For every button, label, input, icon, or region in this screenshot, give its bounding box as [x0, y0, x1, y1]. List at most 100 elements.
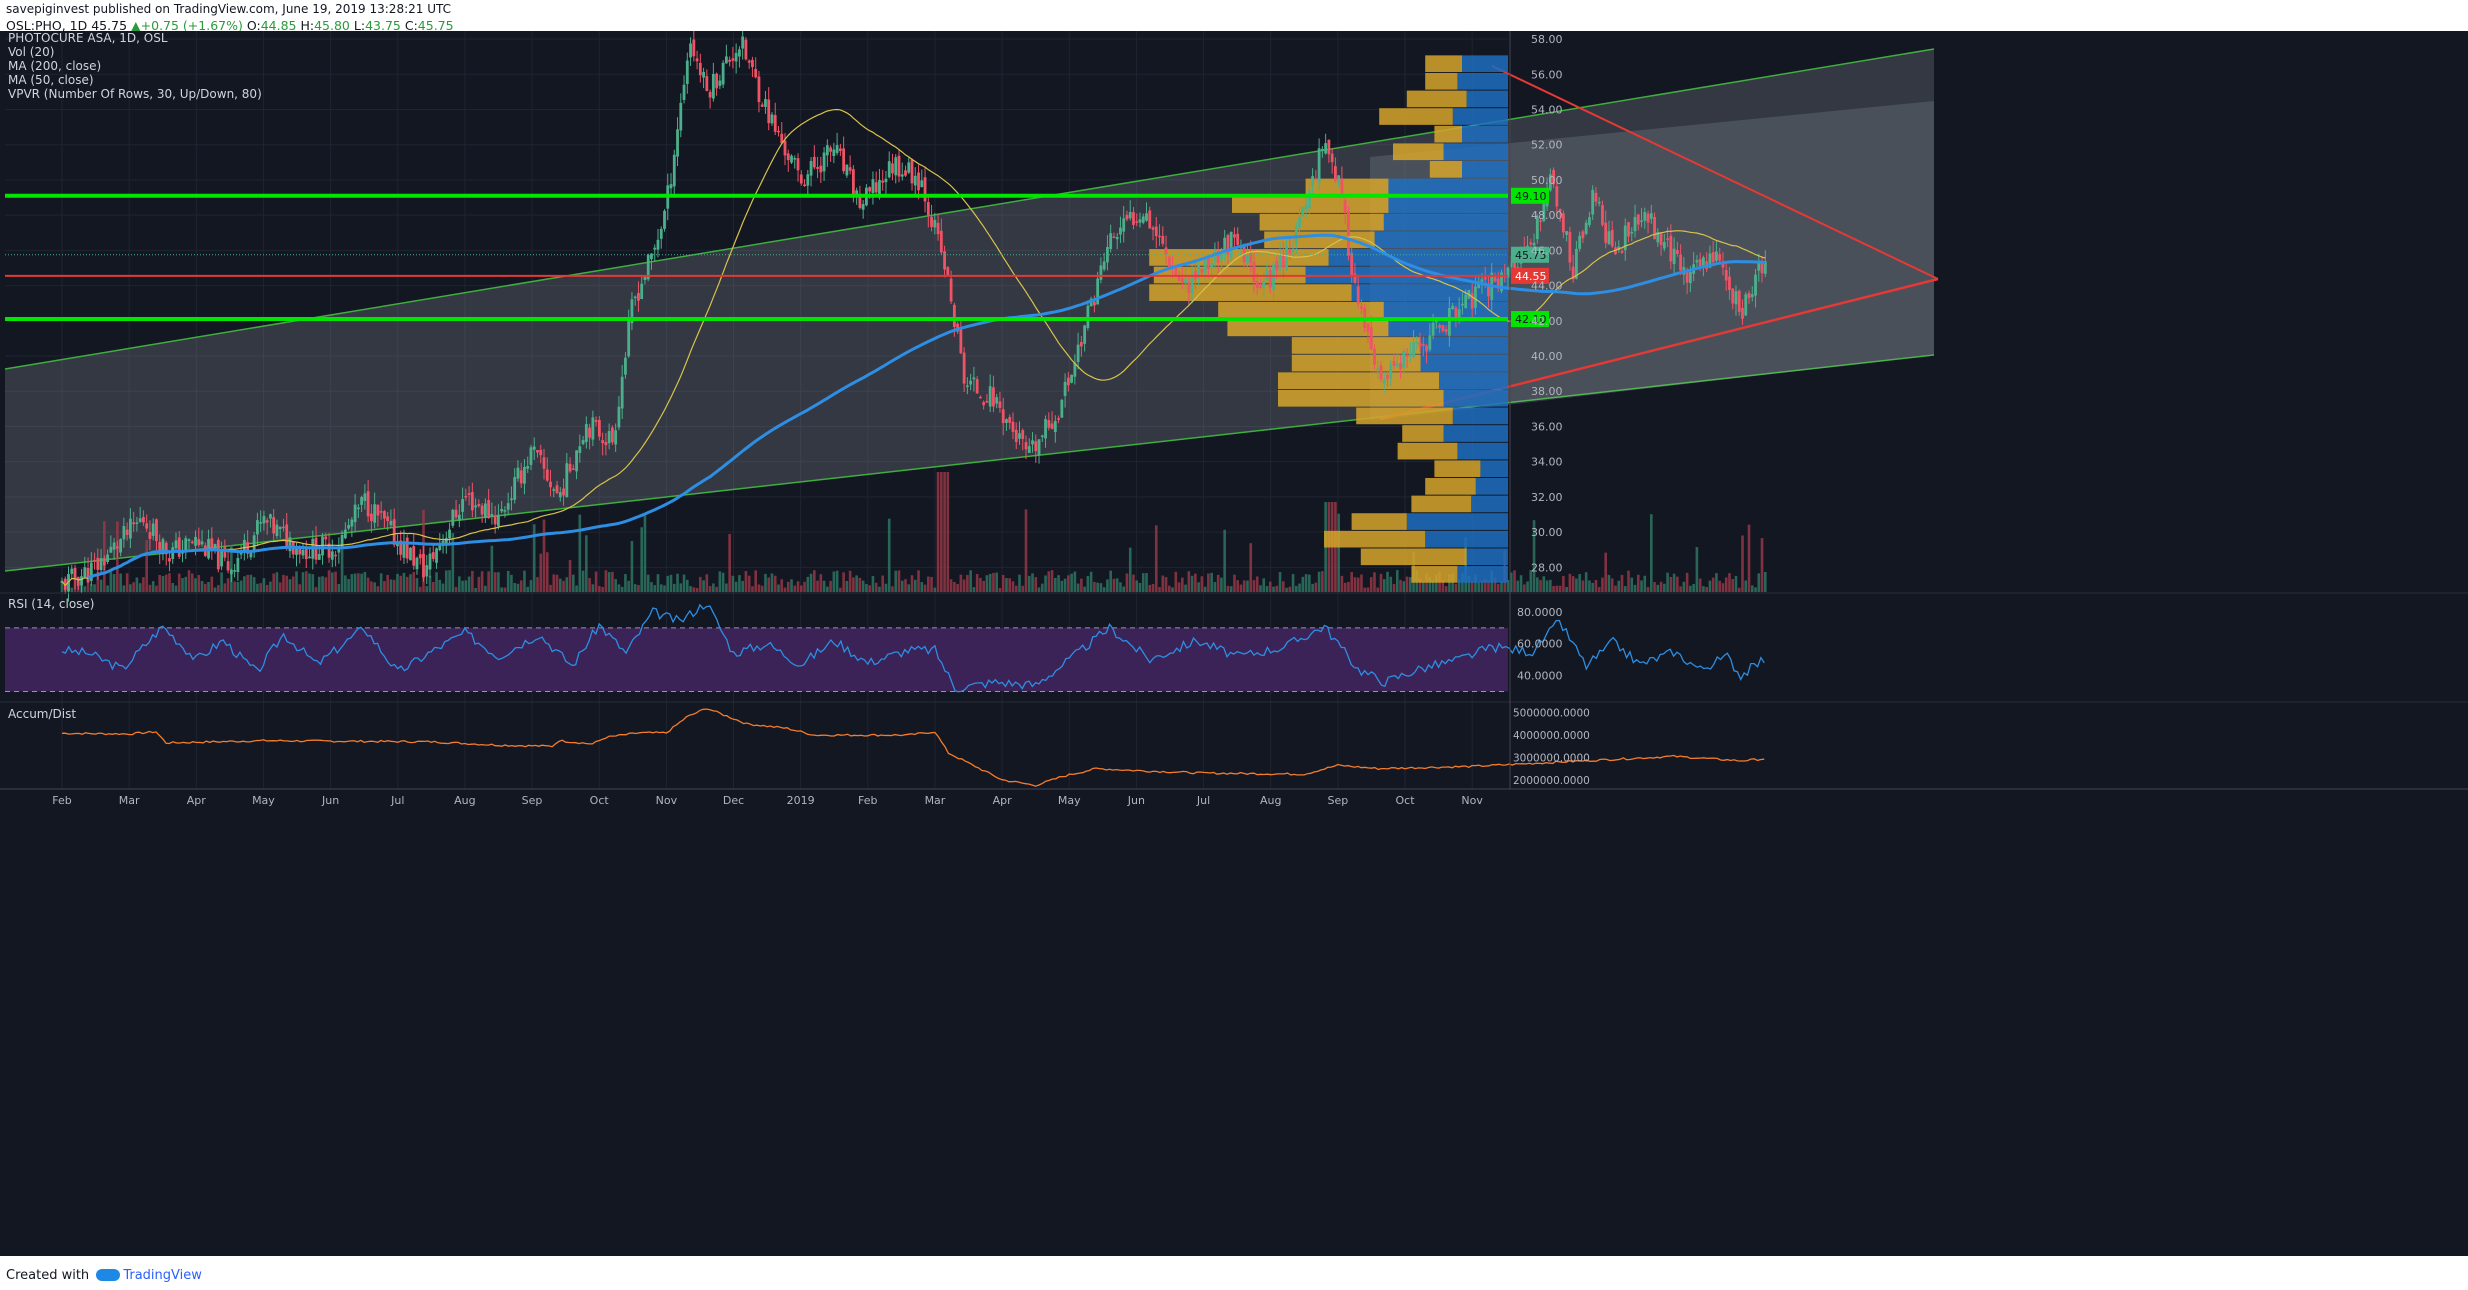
candle-body: [656, 239, 660, 250]
candle-body: [1666, 238, 1669, 240]
volume-bar: [1132, 574, 1135, 592]
candle-body: [1558, 208, 1562, 212]
candle-body: [1636, 214, 1640, 225]
volume-bar: [1584, 572, 1588, 592]
volume-bar: [428, 575, 432, 592]
candle-body: [1014, 429, 1018, 442]
horizontal-levels: 49.10 44.55 42.10 45.75: [5, 187, 1549, 328]
volume-bar: [542, 519, 546, 592]
volume-bar: [1689, 585, 1692, 592]
candle-body: [1350, 252, 1354, 276]
volume-bar: [578, 514, 582, 592]
candle-body: [1128, 212, 1132, 219]
candle-body: [1021, 430, 1025, 439]
candle-body: [347, 525, 350, 529]
volume-bar: [842, 572, 845, 592]
volume-bar: [119, 573, 122, 592]
candle-body: [878, 180, 881, 196]
volume-bar: [1363, 587, 1367, 592]
volume-bar: [1718, 580, 1721, 592]
candle-body: [1106, 247, 1109, 263]
vpvr-down-bar: [1259, 213, 1384, 231]
candle-body: [793, 158, 797, 160]
volume-bar: [1721, 583, 1725, 592]
candle-body: [1366, 323, 1370, 332]
change-value: +0.75 (+1.67%): [140, 18, 243, 33]
volume-bar: [1184, 584, 1187, 592]
volume-bar: [1604, 552, 1608, 592]
candle-body: [125, 529, 129, 535]
candle-body: [571, 468, 575, 470]
volume-bar: [1181, 577, 1184, 592]
candle-body: [86, 568, 90, 583]
candle-body: [330, 551, 334, 560]
tradingview-link[interactable]: TradingView: [123, 1268, 202, 1283]
volume-bar: [311, 574, 315, 592]
channel-upper-line: [4, 48, 1935, 370]
candle-body: [73, 567, 77, 580]
candle-body: [1688, 271, 1692, 284]
volume-bar: [386, 574, 389, 592]
volume-bar: [1630, 577, 1634, 592]
volume-bar: [1405, 576, 1409, 592]
candle-body: [845, 164, 849, 176]
candle-body: [825, 145, 829, 156]
vpvr-down-bar: [1429, 161, 1462, 178]
volume-bar: [1067, 575, 1070, 592]
candle-body: [1307, 190, 1311, 209]
candle-body: [285, 524, 289, 547]
volume-bar: [275, 572, 279, 592]
volume-bar: [1581, 580, 1585, 592]
volume-bar: [474, 587, 477, 592]
volume-bar: [975, 573, 979, 592]
vpvr-up-bar: [1420, 354, 1508, 372]
volume-bar: [777, 584, 780, 592]
candle-body: [1177, 275, 1181, 281]
volume-bar: [1623, 586, 1627, 592]
candle-body: [1542, 202, 1546, 221]
candle-body: [1132, 212, 1135, 225]
candle-body: [786, 153, 790, 161]
volume-bar: [1229, 586, 1233, 592]
candle-body: [1135, 221, 1139, 223]
candle-body: [168, 558, 171, 562]
volume-bar: [604, 570, 608, 592]
candle-body: [1079, 342, 1083, 347]
candle-body: [1698, 259, 1702, 267]
volume-bar: [1011, 581, 1015, 592]
volume-bar: [1308, 574, 1311, 592]
vpvr-down-bar: [1425, 478, 1476, 495]
candle-body: [503, 510, 507, 512]
vpvr-up-bar: [1457, 72, 1508, 90]
candle-body: [672, 154, 676, 187]
candle-body: [1044, 419, 1047, 439]
time-tick: Jul: [390, 794, 404, 807]
price-tick: 56.00: [1531, 68, 1563, 81]
volume-bar: [1031, 573, 1034, 592]
candle-body: [1500, 272, 1503, 292]
volume-bar: [653, 585, 657, 592]
candle-body: [1402, 351, 1406, 368]
volume-bar: [438, 579, 442, 592]
candle-body: [939, 230, 943, 253]
volume-bar: [1457, 579, 1461, 592]
volume-bar: [1148, 584, 1152, 592]
author-link[interactable]: savepiginvest: [6, 2, 90, 16]
vpvr-up-bar: [1480, 460, 1508, 478]
volume-bar: [1418, 578, 1422, 592]
candle-body: [1288, 249, 1292, 254]
candle-body: [272, 517, 276, 534]
vpvr-up-bar: [1388, 178, 1508, 196]
candle-body: [1327, 139, 1331, 155]
volume-bar: [1477, 582, 1480, 592]
candle-body: [1226, 234, 1230, 255]
volume-bar: [194, 578, 197, 592]
candle-body: [975, 379, 979, 394]
candle-body: [812, 156, 816, 168]
chart-canvas[interactable]: 49.10 44.55 42.10 45.75 40.0000 60.0000 80.00…: [0, 31, 2468, 1256]
volume-bar: [1399, 579, 1402, 592]
candle-body: [962, 352, 966, 384]
candle-body: [1487, 283, 1490, 297]
volume-bar: [1027, 575, 1031, 592]
candle-body: [1040, 435, 1044, 438]
